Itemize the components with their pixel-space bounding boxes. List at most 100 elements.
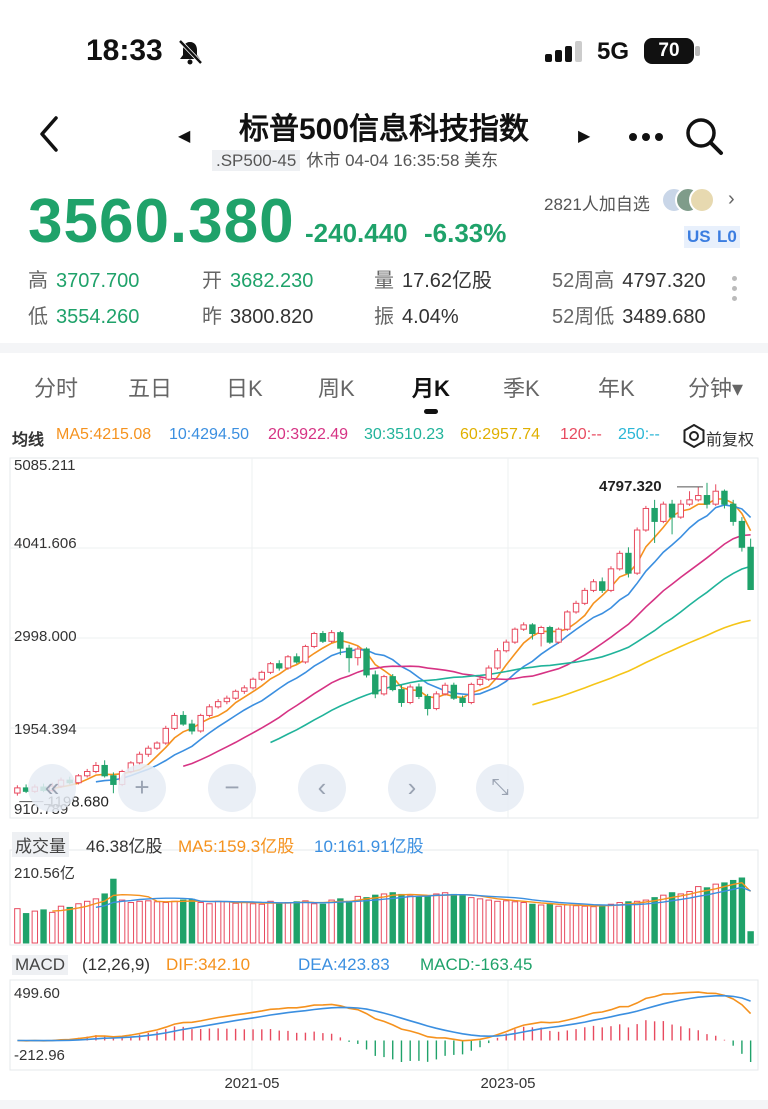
active-tab-indicator (424, 409, 438, 414)
network-label: 5G (597, 38, 630, 65)
back-icon[interactable] (32, 114, 68, 154)
candle (180, 714, 187, 725)
current-price: 3560.380 (28, 187, 295, 256)
volume-bar (136, 900, 143, 944)
candle (284, 656, 292, 669)
tab-quarterly[interactable]: 季K (503, 376, 540, 401)
volume-bar (258, 903, 265, 944)
candle (581, 589, 588, 604)
candle (145, 747, 152, 755)
status-bar: 18:33 5G 70 (0, 0, 768, 100)
candle (293, 656, 300, 663)
adjust-mode[interactable]: 前复权 (706, 432, 755, 449)
candle (520, 624, 527, 630)
tab-yearly[interactable]: 年K (598, 376, 635, 401)
tab-five-day[interactable]: 五日 (128, 376, 173, 401)
market-status: 休市 04-04 16:35:58 美东 (306, 151, 499, 170)
zoom-in-button[interactable]: + (118, 764, 166, 812)
scroll-left-button[interactable]: ‹ (298, 764, 346, 812)
candle (223, 697, 231, 703)
volume-bar (162, 902, 169, 944)
volume-bar (503, 900, 510, 944)
volume-bar (616, 902, 623, 944)
candle (415, 686, 423, 697)
volume-bar (537, 904, 545, 944)
watch-count[interactable]: 2821人加自选 (544, 195, 650, 214)
volume-bar (31, 910, 39, 944)
candle (494, 650, 501, 669)
volume-bar (101, 893, 108, 944)
separator (0, 343, 768, 353)
candle (476, 678, 484, 685)
volume-bar (118, 899, 126, 944)
macd-dea: DEA:423.83 (298, 955, 390, 974)
settings-icon[interactable] (682, 424, 706, 448)
candle (14, 787, 21, 794)
volume-bar (319, 903, 327, 944)
macd-frame (9, 979, 759, 1071)
volume-bar (171, 900, 178, 944)
volume-bar (145, 900, 152, 944)
candle (328, 632, 335, 642)
volume-bar (40, 909, 47, 944)
candle (651, 507, 658, 522)
signal-icon (545, 41, 582, 62)
candle (433, 693, 440, 710)
volume-bar (293, 901, 300, 944)
scroll-left-fast-button[interactable]: « (28, 764, 76, 812)
volume-bar (485, 899, 492, 944)
volume-bar (677, 893, 685, 944)
volume-label[interactable]: 成交量 (12, 832, 69, 857)
volume-bar (642, 899, 650, 944)
candle (537, 626, 545, 635)
volume-bar (223, 901, 231, 944)
volume-bar (389, 892, 396, 944)
prev-icon[interactable]: ◀ (178, 128, 191, 145)
volume-bar (450, 893, 458, 944)
scroll-right-button[interactable]: › (388, 764, 436, 812)
candle (424, 695, 431, 710)
tab-daily[interactable]: 日K (226, 376, 263, 401)
volume-bar (572, 905, 580, 944)
kline-chart[interactable]: 5085.2114041.6062998.0001954.394910.7894… (0, 450, 768, 1100)
volume-bar (529, 903, 536, 944)
volume-bar (712, 883, 719, 944)
candle (703, 495, 711, 505)
volume-bar (494, 900, 501, 944)
candle (747, 546, 754, 591)
candle (232, 690, 239, 699)
more-icon[interactable] (628, 132, 664, 142)
dif-line (17, 991, 752, 1042)
chevron-right-icon[interactable]: › (728, 188, 735, 210)
avatar-group[interactable] (660, 186, 720, 214)
macd-label[interactable]: MACD (12, 955, 69, 975)
volume-bar (520, 902, 527, 944)
tab-monthly[interactable]: 月K (412, 376, 450, 401)
volume-bar (415, 896, 423, 944)
more-stats-icon[interactable] (732, 276, 738, 306)
fullscreen-button[interactable]: ⤡ (476, 764, 524, 812)
chart-grid (9, 457, 759, 1071)
zoom-out-button[interactable]: − (208, 764, 256, 812)
search-icon[interactable] (684, 116, 724, 156)
candle (599, 581, 606, 591)
volume-bar (337, 898, 344, 944)
candle (503, 641, 510, 652)
tab-intraday[interactable]: 分时 (34, 376, 79, 401)
price-change: -240.440 (305, 218, 408, 248)
next-icon[interactable]: ▶ (578, 128, 591, 145)
tab-weekly[interactable]: 周K (318, 376, 355, 401)
candle (241, 687, 248, 692)
volume-ma5: MA5:159.3亿股 (178, 837, 295, 856)
macd-y-tick: -212.96 (14, 1047, 65, 1064)
ma250-value: 250:-- (618, 426, 660, 443)
volume-bar (57, 905, 65, 944)
volume-bar (232, 902, 239, 944)
volume-bar (441, 892, 449, 944)
volume-bar (555, 905, 562, 944)
volume-bar (729, 879, 737, 944)
tab-minute[interactable]: 分钟▾ (688, 376, 744, 401)
volume-bar (546, 903, 554, 944)
candle (214, 701, 222, 708)
volume-bar (564, 904, 571, 944)
